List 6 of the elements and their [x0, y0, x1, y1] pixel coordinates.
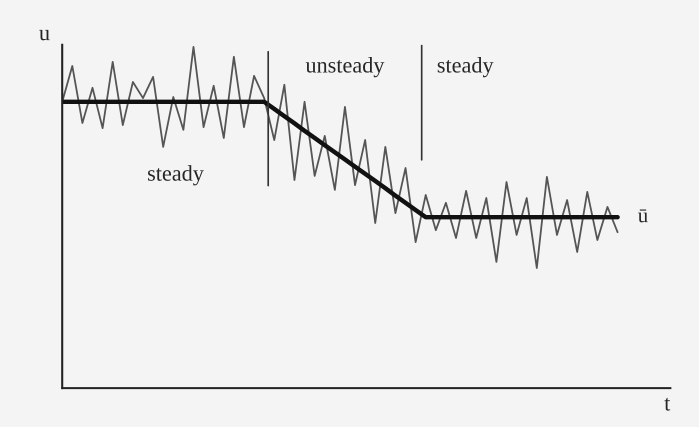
annotation: steady [438, 57, 494, 78]
series-label: ū [638, 209, 648, 222]
annotation: steady [148, 165, 204, 186]
x-axis-title: t [664, 398, 670, 411]
y-axis-title: u [39, 30, 50, 40]
annotation: unsteady [306, 57, 384, 78]
